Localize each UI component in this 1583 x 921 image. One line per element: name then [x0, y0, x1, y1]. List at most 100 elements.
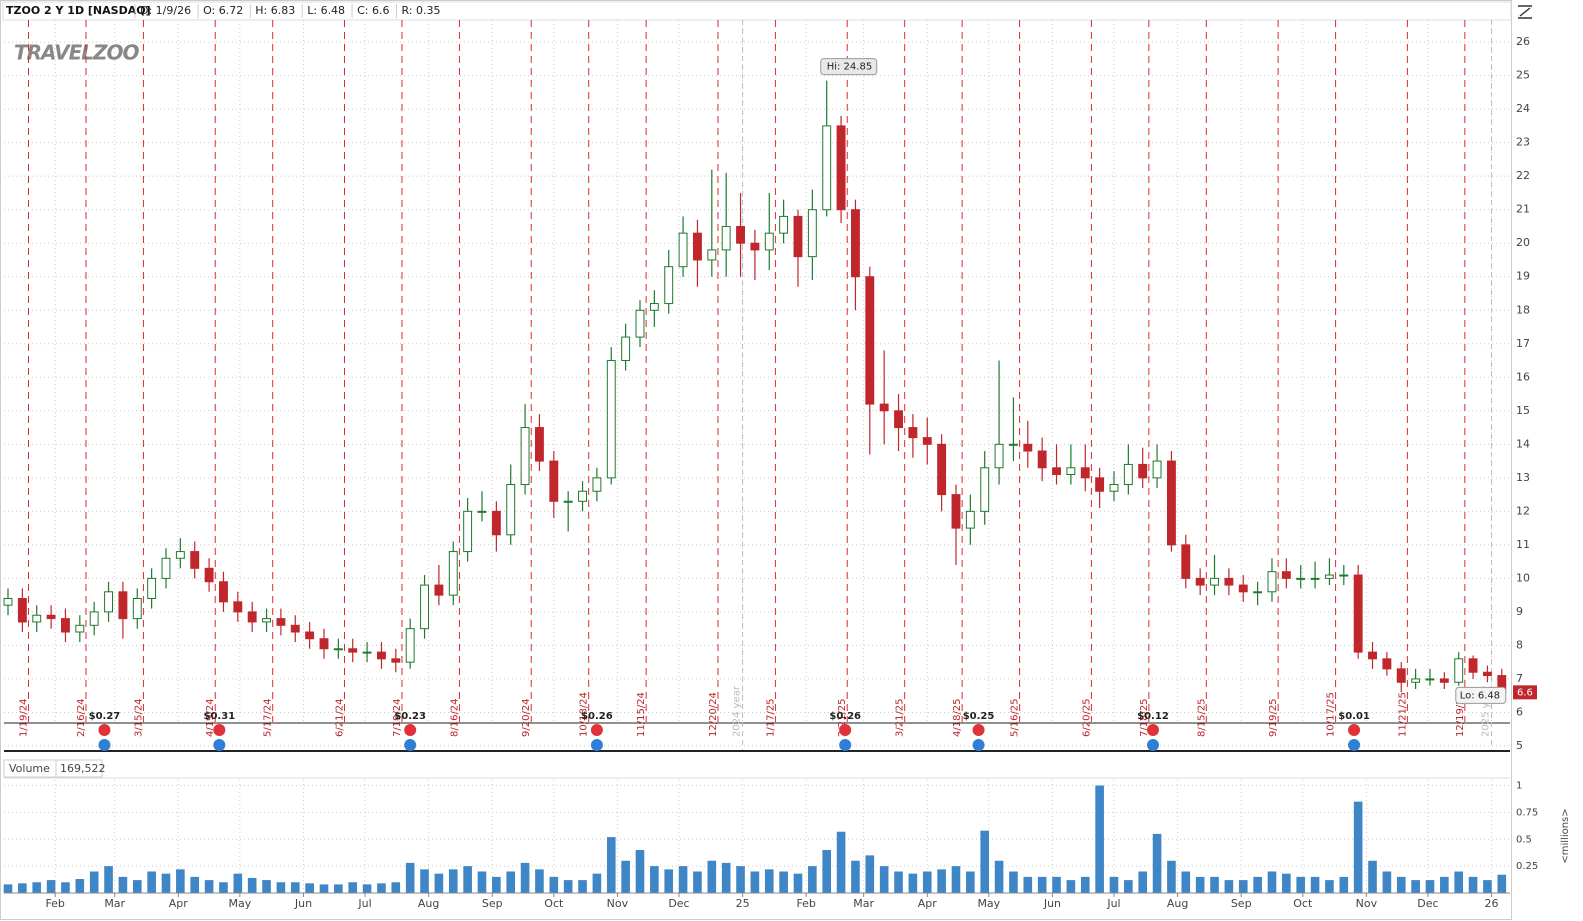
x-tick-label: Nov [607, 897, 629, 910]
event-label: 4/19/24 [205, 698, 216, 737]
candle-body [1411, 678, 1421, 683]
candle-body [319, 638, 329, 650]
volume-bar [1138, 871, 1148, 893]
earnings-label: $0.26 [581, 711, 613, 722]
volume-bar [1152, 833, 1162, 893]
candle-body [1296, 577, 1306, 580]
volume-bar [1124, 880, 1133, 893]
volume-bar [362, 884, 372, 893]
earnings-icon [1146, 724, 1159, 736]
volume-bar [721, 862, 731, 893]
x-tick-label: Feb [796, 897, 815, 910]
candle-body [649, 303, 659, 311]
candle-body [549, 460, 559, 502]
candle-body [1267, 571, 1277, 593]
tool-icon[interactable] [1518, 5, 1532, 19]
volume-bar [1339, 876, 1349, 893]
volume-bar [563, 880, 573, 893]
dividend-icon [213, 739, 226, 751]
volume-bar [132, 880, 142, 893]
candle-body [1425, 678, 1435, 681]
volume-bar [908, 873, 918, 893]
volume-bar [808, 866, 817, 893]
earnings-label: $0.12 [1137, 711, 1169, 722]
candle-body [348, 648, 358, 653]
candle-body [994, 443, 1004, 469]
volume-bar [204, 880, 214, 893]
event-label: 8/16/24 [449, 698, 460, 737]
x-tick-label: Dec [668, 897, 689, 910]
event-label: 6/20/25 [1081, 698, 1092, 737]
candle-body [1396, 668, 1406, 683]
earnings-icon [839, 724, 852, 736]
candle-body [362, 651, 372, 654]
lo-box [1455, 686, 1507, 704]
candle-body [1008, 443, 1018, 446]
candle-body [1123, 463, 1133, 486]
candle-body [534, 427, 544, 462]
earnings-label: $0.27 [89, 711, 121, 722]
candle-body [420, 584, 429, 630]
volume-bar [75, 879, 85, 893]
event-label: 1/17/25 [765, 698, 776, 737]
candle-body [46, 614, 56, 620]
volume-bar [3, 884, 13, 893]
volume-bar [463, 866, 472, 893]
candle-body [89, 611, 99, 626]
candle-body [1253, 591, 1263, 594]
candle-body [290, 624, 300, 633]
candle-body [506, 484, 516, 536]
candle-body [491, 510, 501, 536]
volume-bar [851, 860, 860, 893]
stat: D: 1/9/26 [140, 4, 191, 17]
volume-bar [161, 873, 171, 893]
y-tick-label: 20 [1516, 236, 1530, 249]
candle-body [190, 551, 200, 569]
x-tick-label: Sep [482, 897, 503, 910]
candle-body [1166, 460, 1176, 546]
volume-value-box [55, 759, 103, 778]
event-label: 10/17/25 [1326, 692, 1337, 737]
x-tick-label: Jul [1106, 897, 1120, 910]
candle-body [219, 581, 228, 603]
volume-bar [104, 866, 113, 893]
volume-bar [190, 876, 200, 893]
volume-bar [994, 860, 1004, 893]
candle-body [908, 427, 918, 439]
candle-body [118, 591, 128, 620]
earnings-label: $0.31 [204, 711, 236, 722]
dividend-icon [839, 739, 852, 751]
earnings-label: $0.26 [829, 711, 861, 722]
event-label: 10/18/24 [579, 692, 590, 737]
volume-bar [736, 866, 745, 893]
candle-body [333, 648, 343, 651]
volume-bar [922, 871, 932, 893]
stat: C: 6.6 [357, 4, 389, 17]
candle-body [1310, 577, 1320, 580]
volume-bar [1066, 880, 1076, 893]
stat: H: 6.83 [255, 4, 295, 17]
y-tick-label: 10 [1516, 571, 1530, 584]
candle-body [463, 510, 473, 553]
y-tick-label: 22 [1516, 169, 1530, 182]
volume-bar [348, 882, 358, 893]
earnings-icon [213, 724, 226, 736]
event-label: 3/21/25 [895, 698, 906, 737]
y-tick-label: 1 [1516, 781, 1522, 792]
candle-body [879, 403, 889, 412]
volume-bar [405, 862, 415, 893]
candle-body [1324, 574, 1334, 579]
event-label: 9/20/24 [521, 698, 532, 737]
candle-body [1353, 574, 1363, 653]
volume-bar [1181, 871, 1191, 893]
candle-body [1281, 571, 1291, 579]
y-tick-label: 14 [1516, 437, 1530, 450]
candle-body [1195, 577, 1205, 586]
y-tick-label: 0.5 [1516, 834, 1532, 845]
volume-bar [377, 883, 386, 893]
volume-bar [693, 871, 702, 893]
volume-bar [549, 876, 559, 893]
volume-bar [18, 883, 27, 893]
x-tick-label: Jun [294, 897, 312, 910]
dividend-icon [590, 739, 603, 751]
